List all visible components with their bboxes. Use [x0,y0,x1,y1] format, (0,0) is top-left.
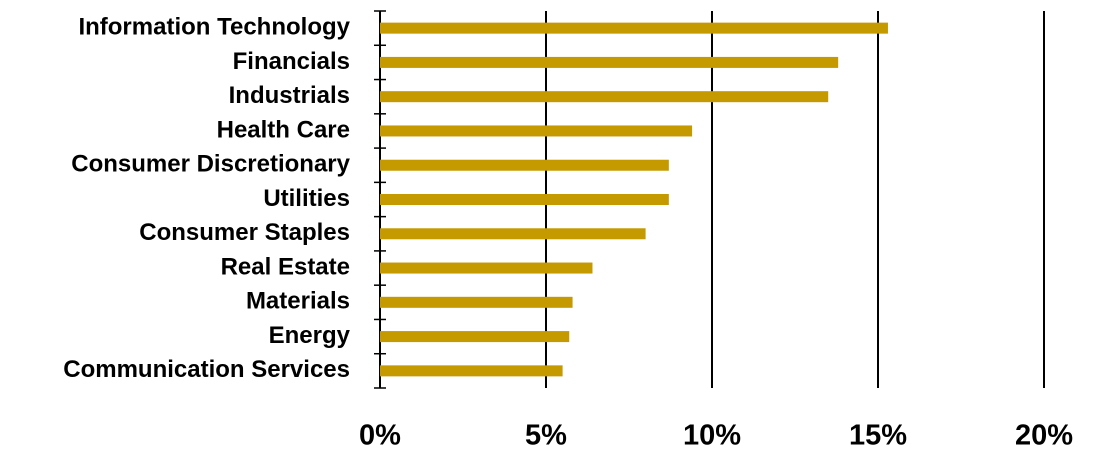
bar [380,91,829,103]
x-tick-label: 20% [1015,420,1073,452]
bar [380,159,669,171]
y-tick-label: Communication Services [63,356,350,383]
y-tick-label: Consumer Staples [139,219,350,246]
y-tick-label: Information Technology [78,13,350,40]
x-tick-label: 10% [683,420,741,452]
y-tick-label: Consumer Discretionary [71,151,350,178]
y-tick-label: Industrials [229,82,350,109]
y-tick-label: Financials [233,48,350,75]
y-tick-label: Energy [269,322,351,349]
y-tick-label: Utilities [263,185,350,212]
y-tick-label: Health Care [217,116,350,143]
y-tick-label: Real Estate [221,253,350,280]
x-tick-label: 0% [359,420,401,452]
x-tick-label: 5% [525,420,567,452]
bar [380,262,593,274]
bar [380,125,693,137]
bar [380,22,888,34]
bar [380,56,839,68]
x-tick-label: 15% [849,420,907,452]
bar [380,194,669,205]
bar [380,331,570,343]
bar [380,296,573,308]
bar [380,228,646,240]
bar [380,365,563,377]
y-tick-label: Materials [246,288,350,315]
